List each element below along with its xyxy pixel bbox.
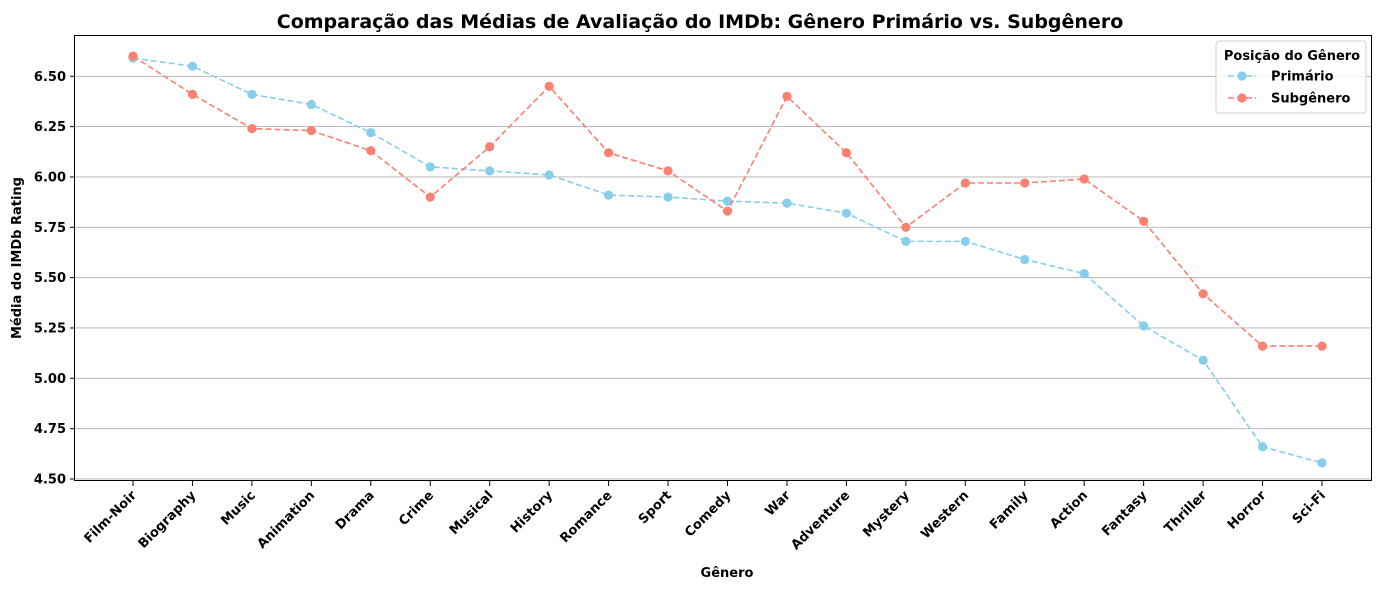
- y-tick-label: 4.50: [34, 472, 66, 487]
- y-tick-label: 4.75: [34, 422, 66, 437]
- x-tick-label: Family: [987, 488, 1032, 533]
- x-tick-label: Fantasy: [1099, 488, 1151, 540]
- y-tick-label: 5.75: [34, 221, 66, 236]
- data-point: [366, 128, 376, 138]
- data-point: [1198, 289, 1208, 299]
- data-point: [1317, 341, 1327, 351]
- data-point: [485, 166, 495, 176]
- data-point: [306, 99, 316, 110]
- data-point: [782, 198, 792, 208]
- legend-marker: [1237, 71, 1247, 81]
- x-tick-label: War: [763, 488, 795, 520]
- data-point: [1257, 442, 1268, 452]
- data-point: [187, 61, 198, 71]
- data-point: [1198, 355, 1208, 365]
- legend-box: [1215, 40, 1367, 114]
- data-point: [663, 166, 673, 176]
- legend-marker: [1237, 93, 1247, 103]
- data-point: [485, 142, 495, 152]
- x-tick-label: Music: [218, 488, 258, 528]
- y-tick-label: 6.50: [34, 70, 66, 85]
- chart-title: Comparação das Médias de Avaliação do IM…: [277, 11, 1124, 33]
- x-tick-label: Romance: [557, 488, 615, 546]
- data-point: [901, 236, 911, 246]
- data-point: [841, 208, 852, 218]
- data-point: [960, 178, 970, 188]
- data-point: [1139, 321, 1149, 331]
- data-point: [782, 91, 792, 102]
- data-point: [247, 124, 257, 134]
- x-tick-label: Musical: [447, 488, 497, 538]
- data-point: [1079, 269, 1089, 279]
- data-point: [128, 51, 138, 61]
- data-point: [187, 89, 198, 99]
- x-tick-label: Horror: [1225, 488, 1270, 533]
- data-point: [1020, 178, 1030, 188]
- data-point: [841, 148, 852, 158]
- data-point: [722, 196, 733, 206]
- data-point: [1139, 216, 1149, 226]
- data-point: [366, 146, 376, 156]
- y-tick-label: 5.25: [34, 321, 66, 336]
- legend-title: Posição do Gênero: [1224, 49, 1360, 64]
- plot-frame: [74, 35, 1372, 481]
- x-tick-label: History: [508, 488, 557, 537]
- data-point: [1079, 174, 1089, 184]
- x-tick-label: Mystery: [860, 488, 913, 541]
- data-point: [901, 222, 911, 232]
- data-point: [247, 89, 257, 99]
- data-point: [722, 206, 733, 216]
- x-tick-label: Film-Noir: [82, 488, 141, 547]
- x-tick-label: Drama: [333, 488, 378, 533]
- x-tick-label: Western: [918, 488, 972, 542]
- x-tick-label: Biography: [136, 488, 200, 552]
- y-tick-label: 5.00: [34, 372, 66, 387]
- series-line: [132, 57, 1323, 464]
- x-tick-label: Sport: [636, 488, 675, 527]
- grid-lines: [75, 75, 1372, 480]
- data-point: [544, 81, 554, 91]
- legend-label: Subgênero: [1271, 92, 1351, 107]
- x-tick-label: Action: [1047, 488, 1091, 532]
- series-primario: [128, 53, 1327, 468]
- data-point: [306, 126, 316, 136]
- x-tick-label: Crime: [396, 488, 437, 529]
- data-point: [663, 192, 673, 202]
- series-layer: [128, 51, 1327, 468]
- data-point: [960, 236, 970, 246]
- x-tick-label: Sci-Fi: [1290, 488, 1329, 527]
- data-point: [604, 148, 614, 158]
- data-point: [544, 170, 554, 180]
- y-tick-label: 6.00: [34, 170, 66, 185]
- legend-label: Primário: [1271, 70, 1334, 85]
- series-subgenero: [128, 51, 1327, 351]
- data-point: [1257, 341, 1268, 351]
- x-tick-label: Animation: [255, 488, 319, 552]
- y-axis-ticks: 4.50 4.75 5.00 5.25 5.50 5.75 6.00 6.25 6.50: [34, 70, 75, 487]
- data-point: [604, 190, 614, 200]
- data-point: [1317, 458, 1327, 468]
- data-point: [425, 162, 435, 172]
- x-tick-label: Comedy: [682, 488, 734, 540]
- x-tick-label: Adventure: [788, 488, 853, 553]
- data-point: [1020, 254, 1030, 265]
- data-point: [425, 192, 435, 202]
- x-axis-label: Gênero: [701, 566, 754, 581]
- x-tick-label: Thriller: [1162, 488, 1211, 537]
- y-axis-label: Média do IMDb Rating: [10, 177, 25, 339]
- legend-item: Subgênero: [1228, 92, 1351, 107]
- legend: Posição do Gênero Primário Subgênero: [1215, 40, 1367, 114]
- legend-item: Primário: [1228, 70, 1334, 85]
- y-tick-label: 5.50: [34, 271, 66, 286]
- y-tick-label: 6.25: [34, 120, 66, 135]
